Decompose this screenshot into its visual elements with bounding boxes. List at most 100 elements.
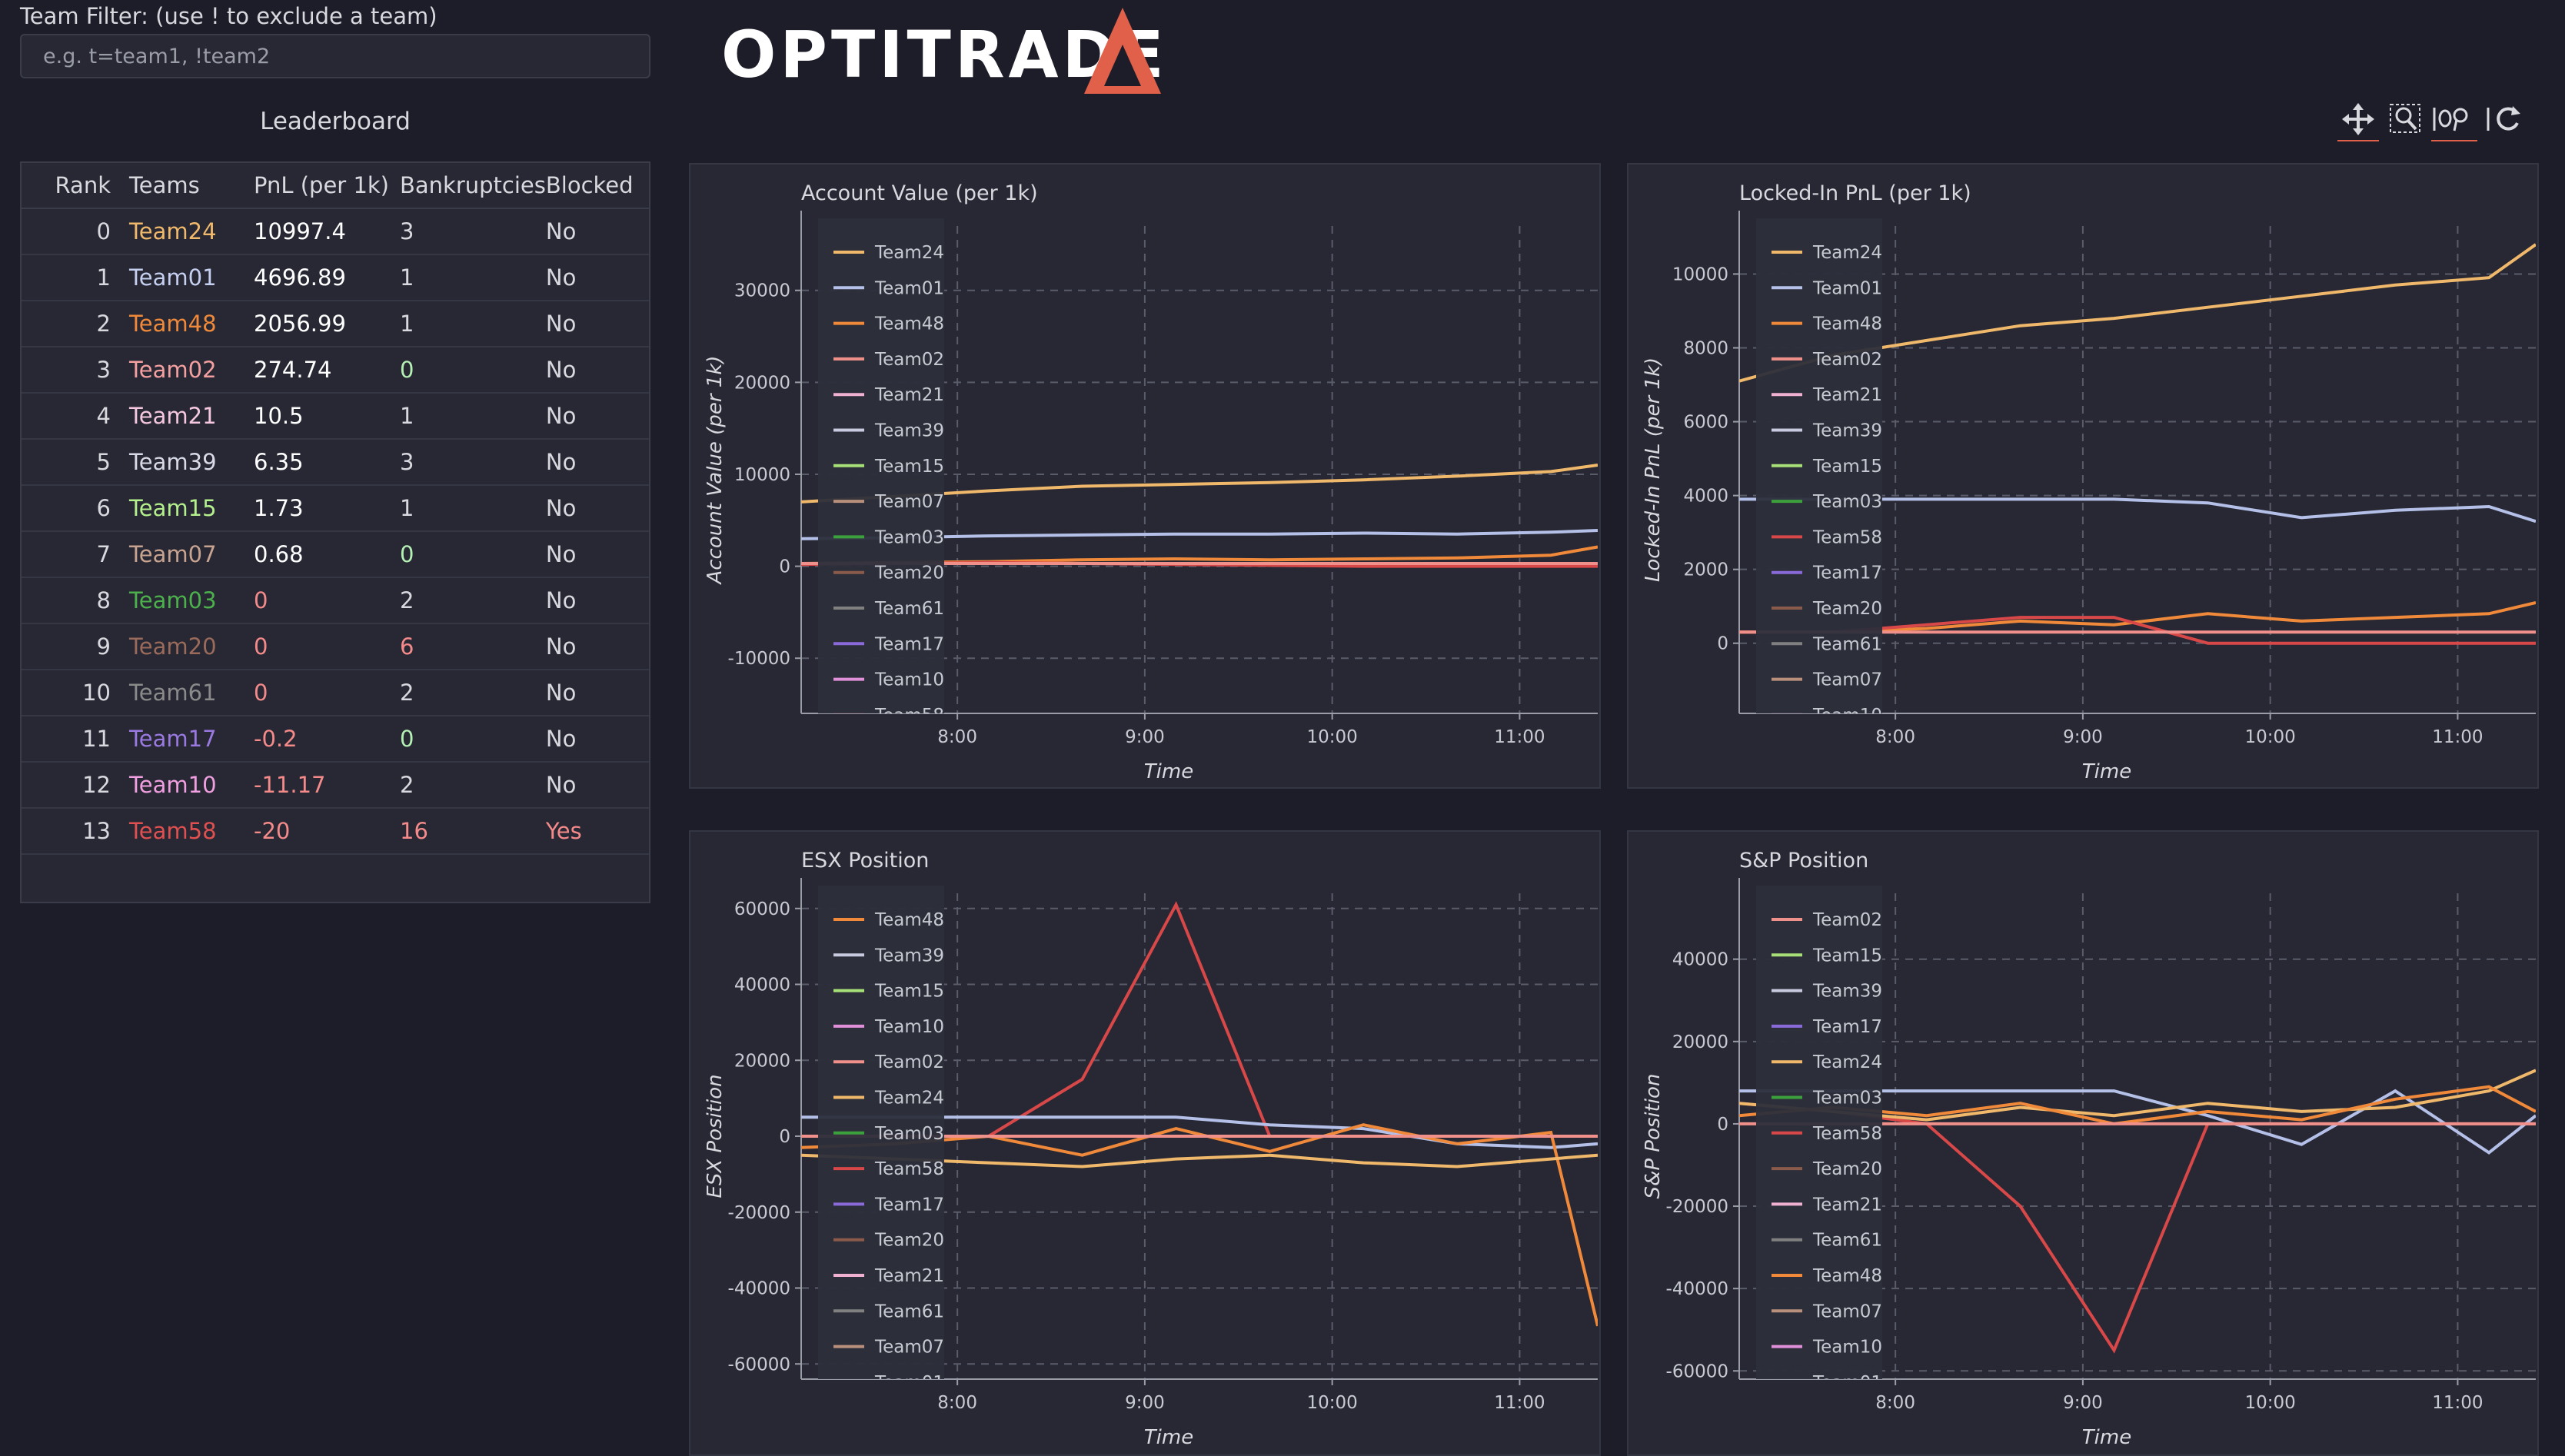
legend-item-label[interactable]: Team24 [874,1089,944,1109]
leaderboard-row[interactable]: 8 Team03 0 2 No [22,577,649,624]
legend-item-label[interactable]: Team15 [1812,457,1882,477]
leaderboard-row[interactable]: 3 Team02 274.74 0 No [22,347,649,394]
locked-in-pnl-chart[interactable]: Locked-In PnL (per 1k) 8:00 9:00 10:00 11:00… [1627,163,2539,789]
leaderboard-row[interactable]: 11 Team17 -0.2 0 No [22,716,649,763]
legend-item-label[interactable]: Team61 [1812,1231,1882,1251]
legend-item-label[interactable]: Team58 [1812,527,1882,547]
legend-item-label[interactable]: Team24 [1812,243,1882,263]
leaderboard-row[interactable]: 0 Team24 10997.4 3 No [22,208,649,255]
legend-item-label[interactable]: Team03 [874,1124,944,1144]
leaderboard-row[interactable]: 10 Team61 0 2 No [22,670,649,716]
blocked-cell: No [545,485,649,532]
legend-item-label[interactable]: Team10 [1812,1338,1882,1358]
sp-position-chart[interactable]: S&P Position 8:00 9:00 10:00 11:00 -60000 -400… [1627,830,2539,1456]
pnl-cell: 0.68 [254,531,400,578]
team-cell: Team07 [129,531,254,578]
legend-item-label[interactable]: Team17 [874,1195,944,1215]
legend-item-label[interactable]: Team61 [874,599,944,619]
bankruptcies-cell: 6 [400,623,546,670]
column-header-rank[interactable]: Rank [22,163,129,209]
legend-item-label[interactable]: Team01 [874,278,944,298]
leaderboard-row[interactable]: 6 Team15 1.73 1 No [22,485,649,532]
legend-item-label[interactable]: Team39 [874,946,944,966]
leaderboard-row[interactable]: 7 Team07 0.68 0 No [22,531,649,578]
leaderboard-row[interactable]: 5 Team39 6.35 3 No [22,439,649,486]
legend-item-label[interactable]: Team21 [874,385,944,405]
legend-item-label[interactable]: Team39 [874,421,944,441]
legend-item-label[interactable]: Team01 [1812,278,1882,298]
legend-item-label[interactable]: Team21 [1812,385,1882,405]
legend-item-label[interactable]: Team48 [1812,314,1882,334]
legend-item-label[interactable]: Team10 [874,670,944,690]
team-cell: Team39 [129,439,254,486]
legend-item-label[interactable]: Team02 [874,350,944,370]
legend-item-label[interactable]: Team21 [1812,1195,1882,1215]
column-header-bankruptcies[interactable]: Bankruptcies [400,163,546,209]
blocked-cell: No [545,347,649,394]
leaderboard-row[interactable]: 1 Team01 4696.89 1 No [22,254,649,301]
leaderboard-row[interactable]: 9 Team20 0 6 No [22,623,649,670]
rank-cell: 8 [22,577,129,624]
legend-item-label[interactable]: Team03 [874,527,944,547]
account-value-chart[interactable]: Account Value (per 1k) 8:00 9:00 10:00 11:00… [689,163,1601,789]
legend-item-label[interactable]: Team20 [1812,1159,1882,1179]
legend-item-label[interactable]: Team17 [1812,563,1882,583]
legend-item-label[interactable]: Team03 [1812,1089,1882,1109]
column-header-blocked[interactable]: Blocked [545,163,649,209]
legend-item-label[interactable]: Team20 [1812,599,1882,619]
leaderboard-row[interactable]: 4 Team21 10.5 1 No [22,393,649,440]
column-header-teams[interactable]: Teams [129,163,254,209]
legend-item-label[interactable]: Team61 [1812,634,1882,654]
legend-item-label[interactable]: Team07 [874,492,944,512]
legend-item-label[interactable]: Team61 [874,1301,944,1321]
leaderboard-row[interactable]: 12 Team10 -11.17 2 No [22,762,649,809]
legend-item-label[interactable]: Team20 [874,563,944,583]
leaderboard-row[interactable]: 13 Team58 -20 16 Yes [22,808,649,855]
legend-item-label[interactable]: Team15 [874,982,944,1002]
pan-icon[interactable] [2337,100,2379,142]
legend-item-label[interactable]: Team48 [874,314,944,334]
bankruptcies-cell: 2 [400,762,546,809]
legend-item-label[interactable]: Team20 [874,1231,944,1251]
legend-item-label[interactable]: Team48 [874,910,944,930]
team-filter-input[interactable] [20,34,650,78]
column-header-pnl[interactable]: PnL (per 1k) [254,163,400,209]
legend-item-label[interactable]: Team15 [1812,946,1882,966]
legend-item-label[interactable]: Team58 [874,706,944,726]
legend-item-label[interactable]: Team10 [1812,706,1882,726]
rank-cell: 5 [22,439,129,486]
blocked-cell: No [545,531,649,578]
legend-item-label[interactable]: Team48 [1812,1266,1882,1286]
legend-item-label[interactable]: Team24 [1812,1052,1882,1072]
legend-item-label[interactable]: Team02 [1812,910,1882,930]
legend-item-label[interactable]: Team17 [874,634,944,654]
reset-icon[interactable] [2487,100,2528,141]
legend-item-label[interactable]: Team02 [874,1052,944,1072]
legend-item-label[interactable]: Team58 [874,1159,944,1179]
x-tick-label: 10:00 [2245,727,2296,747]
legend-item-label[interactable]: Team39 [1812,982,1882,1002]
leaderboard-row[interactable]: 2 Team48 2056.99 1 No [22,301,649,347]
legend-item-label[interactable]: Team02 [1812,350,1882,370]
legend-item-label[interactable]: Team15 [874,457,944,477]
legend-item-label[interactable]: Team17 [1812,1017,1882,1037]
legend-item-label[interactable]: Team01 [1812,1373,1882,1393]
legend-item-label[interactable]: Team21 [874,1266,944,1286]
pnl-cell: -20 [254,808,400,855]
legend-item-label[interactable]: Team07 [874,1338,944,1358]
legend-item-label[interactable]: Team01 [874,1373,944,1393]
legend-item-label[interactable]: Team39 [1812,421,1882,441]
y-axis-label: S&P Position [1642,1074,1665,1199]
legend-item-label[interactable]: Team07 [1812,1301,1882,1321]
box-zoom-icon[interactable] [2387,100,2428,141]
legend-item-label[interactable]: Team58 [1812,1124,1882,1144]
x-axis-label: Time [1144,760,1193,783]
legend-item-label[interactable]: Team07 [1812,670,1882,690]
chart-legend: Team48 Team39 Team15 Team10 Team02 Team24 Team… [818,886,944,1393]
wheel-zoom-icon[interactable] [2431,100,2477,142]
legend-item-label[interactable]: Team24 [874,243,944,263]
bankruptcies-cell: 1 [400,485,546,532]
legend-item-label[interactable]: Team03 [1812,492,1882,512]
legend-item-label[interactable]: Team10 [874,1017,944,1037]
esx-position-chart[interactable]: ESX Position 8:00 9:00 10:00 11:00 -60000 -400… [689,830,1601,1456]
